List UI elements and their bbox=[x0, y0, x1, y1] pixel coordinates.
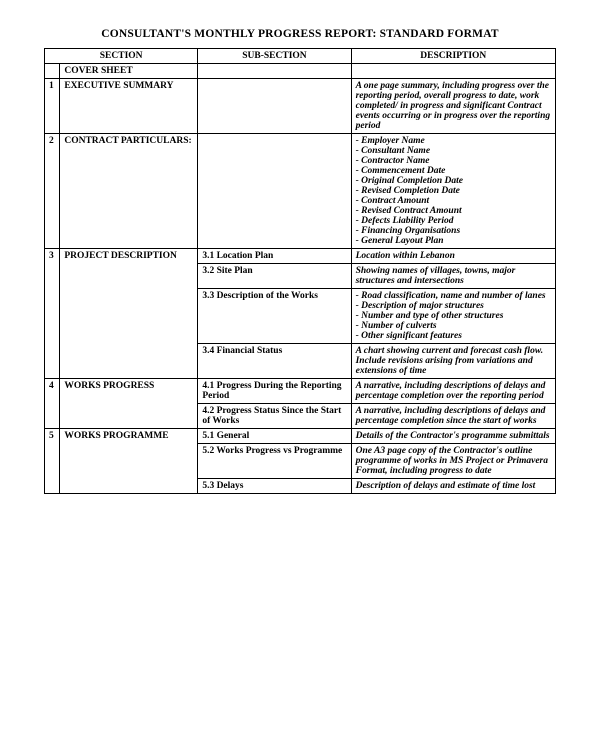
sub-4-2: 4.2 Progress Status Since the Start of W… bbox=[198, 404, 351, 429]
report-page: CONSULTANT'S MONTHLY PROGRESS REPORT: ST… bbox=[0, 0, 600, 514]
section-4-name: WORKS PROGRESS bbox=[60, 379, 198, 429]
desc-5-2: One A3 page copy of the Contractor's out… bbox=[351, 444, 555, 479]
section-1-num: 1 bbox=[45, 79, 60, 134]
section-2-desc: - Employer Name - Consultant Name - Cont… bbox=[351, 134, 555, 249]
desc-5-3: Description of delays and estimate of ti… bbox=[351, 479, 555, 494]
sub-3-1: 3.1 Location Plan bbox=[198, 249, 351, 264]
section-3-row-1: 3 PROJECT DESCRIPTION 3.1 Location Plan … bbox=[45, 249, 556, 264]
desc-3-4: A chart showing current and forecast cas… bbox=[351, 344, 555, 379]
cover-row: COVER SHEET bbox=[45, 64, 556, 79]
report-title: CONSULTANT'S MONTHLY PROGRESS REPORT: ST… bbox=[44, 28, 556, 40]
format-table: SECTION SUB-SECTION DESCRIPTION COVER SH… bbox=[44, 48, 556, 494]
section-2-row: 2 CONTRACT PARTICULARS: - Employer Name … bbox=[45, 134, 556, 249]
section-5-row-1: 5 WORKS PROGRAMME 5.1 General Details of… bbox=[45, 429, 556, 444]
desc-4-2: A narrative, including descriptions of d… bbox=[351, 404, 555, 429]
sub-5-2: 5.2 Works Progress vs Programme bbox=[198, 444, 351, 479]
desc-4-1: A narrative, including descriptions of d… bbox=[351, 379, 555, 404]
section-5-num: 5 bbox=[45, 429, 60, 494]
header-subsection: SUB-SECTION bbox=[198, 49, 351, 64]
section-1-desc: A one page summary, including progress o… bbox=[351, 79, 555, 134]
section-5-name: WORKS PROGRAMME bbox=[60, 429, 198, 494]
section-1-name: EXECUTIVE SUMMARY bbox=[60, 79, 198, 134]
header-description: DESCRIPTION bbox=[351, 49, 555, 64]
desc-3-1: Location within Lebanon bbox=[351, 249, 555, 264]
section-4-num: 4 bbox=[45, 379, 60, 429]
section-2-name: CONTRACT PARTICULARS: bbox=[60, 134, 198, 249]
desc-3-3: - Road classification, name and number o… bbox=[351, 289, 555, 344]
cover-sheet-label: COVER SHEET bbox=[60, 64, 198, 79]
desc-5-1: Details of the Contractor's programme su… bbox=[351, 429, 555, 444]
sub-3-2: 3.2 Site Plan bbox=[198, 264, 351, 289]
desc-3-2: Showing names of villages, towns, major … bbox=[351, 264, 555, 289]
section-3-name: PROJECT DESCRIPTION bbox=[60, 249, 198, 379]
sub-5-1: 5.1 General bbox=[198, 429, 351, 444]
sub-4-1: 4.1 Progress During the Reporting Period bbox=[198, 379, 351, 404]
section-2-num: 2 bbox=[45, 134, 60, 249]
sub-3-3: 3.3 Description of the Works bbox=[198, 289, 351, 344]
section-1-row: 1 EXECUTIVE SUMMARY A one page summary, … bbox=[45, 79, 556, 134]
sub-5-3: 5.3 Delays bbox=[198, 479, 351, 494]
sub-3-4: 3.4 Financial Status bbox=[198, 344, 351, 379]
section-3-num: 3 bbox=[45, 249, 60, 379]
section-4-row-1: 4 WORKS PROGRESS 4.1 Progress During the… bbox=[45, 379, 556, 404]
header-row: SECTION SUB-SECTION DESCRIPTION bbox=[45, 49, 556, 64]
header-section: SECTION bbox=[45, 49, 198, 64]
